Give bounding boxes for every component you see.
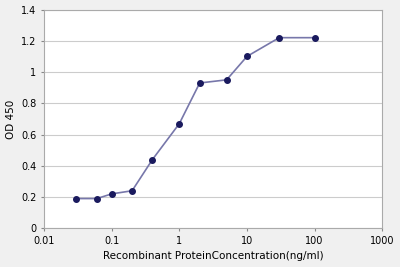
X-axis label: Recombinant ProteinConcentration(ng/ml): Recombinant ProteinConcentration(ng/ml): [103, 252, 324, 261]
Y-axis label: OD 450: OD 450: [6, 99, 16, 139]
